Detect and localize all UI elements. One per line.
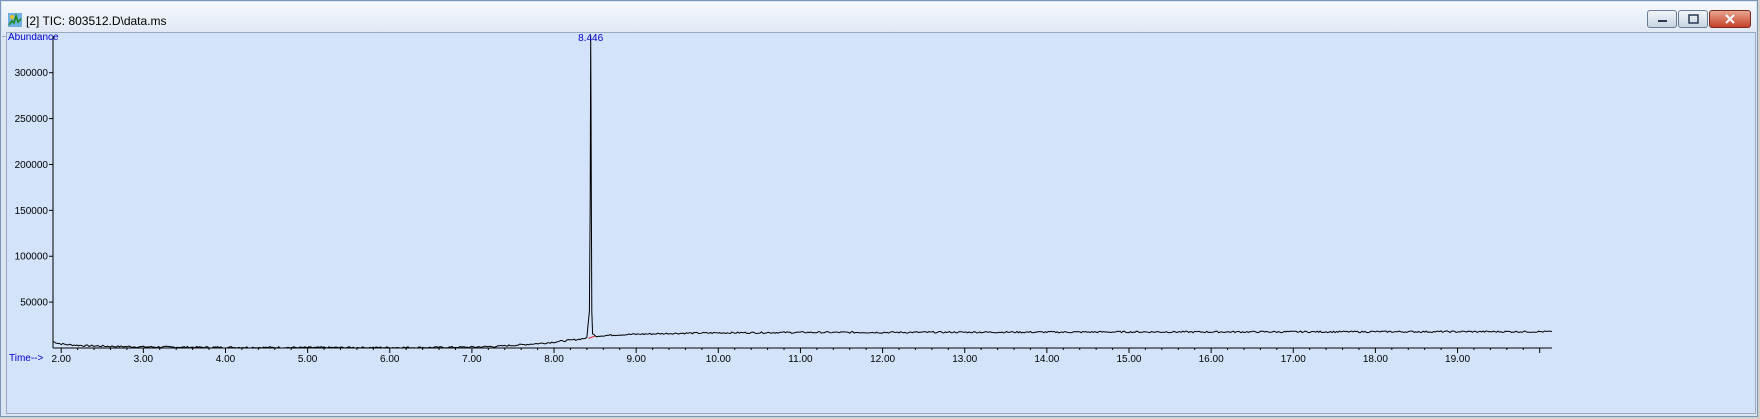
tic-trace-line — [52, 35, 1553, 349]
window-title: [2] TIC: 803512.D\data.ms — [26, 14, 167, 28]
y-axis-label: Abundance — [8, 33, 59, 43]
x-tick-label: 11.00 — [788, 354, 813, 365]
x-tick-label: 5.00 — [298, 354, 318, 365]
x-tick-label: 19.00 — [1445, 354, 1470, 365]
close-icon — [1725, 14, 1735, 24]
x-tick-label: 18.00 — [1363, 354, 1388, 365]
window-controls — [1646, 10, 1751, 28]
tic-chromatogram[interactable]: 50000 100000 150000 200000 250000 300000 2.00… — [7, 32, 1755, 413]
minimize-icon — [1658, 20, 1667, 22]
axes — [52, 36, 1552, 349]
x-tick-label: 14.00 — [1034, 354, 1059, 365]
x-tick-label: 8.00 — [544, 354, 564, 365]
x-tick-label: 4.00 — [216, 354, 236, 365]
x-tick-label: 13.00 — [952, 354, 977, 365]
x-tick-label: 7.00 — [462, 354, 482, 365]
minimize-button[interactable] — [1647, 10, 1677, 28]
x-tick-label: 16.00 — [1199, 354, 1224, 365]
x-tick-label: 2.00 — [51, 354, 71, 365]
peak-label: 8.446 — [578, 33, 603, 44]
x-axis-ticks: 2.00 3.00 4.00 5.00 6.00 7.00 8.00 9.00 10.00 11.… — [51, 348, 1541, 365]
x-tick-label: 17.00 — [1281, 354, 1306, 365]
y-tick-label: 200000 — [15, 160, 49, 171]
close-button[interactable] — [1709, 10, 1751, 28]
y-tick-label: 300000 — [15, 68, 49, 79]
y-tick-label: 150000 — [15, 206, 49, 217]
chromatogram-plot-area[interactable]: 50000 100000 150000 200000 250000 300000 2.00… — [6, 32, 1756, 414]
peak-labels: 8.446 — [578, 33, 604, 339]
x-tick-label: 10.00 — [706, 354, 731, 365]
y-tick-label: 100000 — [15, 252, 49, 263]
x-axis-label: Time--> — [9, 353, 44, 364]
peak-baseline-marker — [588, 335, 596, 339]
chromatogram-app-icon — [8, 13, 22, 27]
x-tick-label: 15.00 — [1116, 354, 1141, 365]
x-tick-label: 9.00 — [626, 354, 646, 365]
x-tick-label: 12.00 — [870, 354, 895, 365]
y-axis-ticks: 50000 100000 150000 200000 250000 300000 — [15, 68, 53, 309]
y-tick-label: 50000 — [20, 298, 48, 309]
x-tick-label: 6.00 — [380, 354, 400, 365]
restore-icon — [1688, 14, 1699, 24]
y-tick-label: 250000 — [15, 114, 49, 125]
x-tick-label: 3.00 — [134, 354, 154, 365]
restore-button[interactable] — [1678, 10, 1708, 28]
